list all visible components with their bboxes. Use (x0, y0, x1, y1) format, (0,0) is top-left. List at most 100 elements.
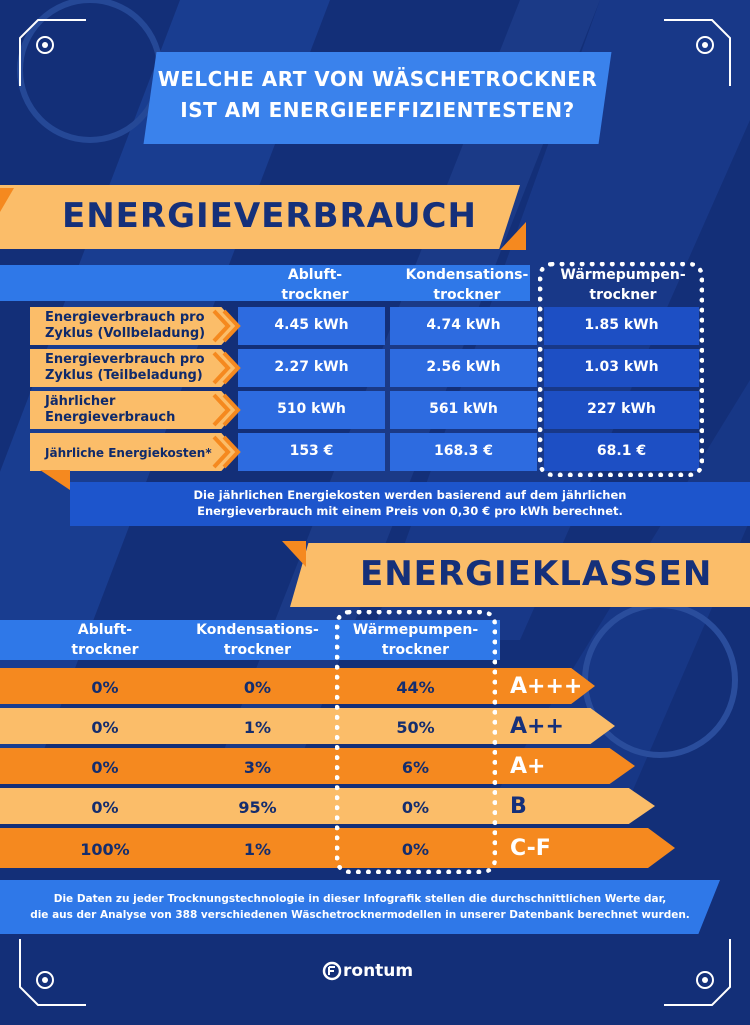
class-value: 0% (91, 798, 119, 817)
class-value: 0% (91, 718, 119, 737)
heatpump-highlight-box (538, 262, 704, 477)
class-value: 44% (396, 678, 435, 697)
energy-value: 4.45 kWh (274, 317, 349, 333)
energy-footnote-box (70, 482, 750, 526)
col-header-line: trockner (381, 642, 450, 658)
footer-note-line: Die Daten zu jeder Trocknungstechnologie… (53, 893, 667, 905)
footer-note-line: die aus der Analyse von 388 verschiedene… (30, 909, 690, 921)
classes-header-strip (0, 620, 500, 660)
class-value: 95% (238, 798, 277, 817)
col-header-line: trockner (71, 642, 139, 658)
col-header-line: Wärmepumpen- (560, 267, 686, 283)
class-value: 0% (401, 840, 430, 859)
energy-col-header-3: Wärmepumpen- trockner (548, 265, 698, 305)
energy-row-label-bg (30, 349, 238, 387)
page-title: WELCHE ART VON WÄSCHETROCKNER IST AM ENE… (150, 64, 605, 126)
energy-row-label-2: Energieverbrauch pro Zyklus (Teilbeladun… (45, 352, 235, 384)
orange-triangle-right (500, 222, 526, 250)
energy-cell (238, 307, 385, 345)
energy-cell-highlight (544, 307, 699, 345)
classes-col-header-1: Abluft- trockner (45, 620, 165, 660)
energy-cell (238, 433, 385, 471)
col-header-line: Abluft- (77, 622, 133, 638)
footnote-line: Die jährlichen Energiekosten werden basi… (193, 488, 627, 502)
classes-col-header-2: Kondensations- trockner (180, 620, 335, 660)
energy-cell (390, 307, 537, 345)
col-header-line: trockner (589, 287, 657, 303)
class-value: 0% (91, 758, 119, 777)
class-bar-2 (0, 708, 615, 744)
chevron-arrows (212, 309, 241, 469)
col-header-line: Kondensations- (196, 622, 319, 638)
energy-footnote: Die jährlichen Energiekosten werden basi… (70, 487, 750, 519)
row-label-line: Jährlicher (45, 394, 116, 409)
energy-value: 1.85 kWh (584, 317, 659, 333)
class-bar-3 (0, 748, 635, 784)
energy-section-title: ENERGIEVERBRAUCH (62, 196, 477, 236)
row-label-line: Zyklus (Teilbeladung) (45, 368, 203, 383)
class-value: 3% (243, 758, 272, 777)
energy-header-strip (0, 265, 530, 301)
energy-cell-highlight (544, 391, 699, 429)
energy-row-label-bg (30, 307, 238, 345)
footer-note-box (0, 880, 720, 934)
energy-value: 2.56 kWh (426, 359, 501, 375)
row-label-line: Energieverbrauch (45, 410, 176, 425)
energy-value: 561 kWh (429, 401, 498, 417)
class-value: 1% (243, 840, 272, 859)
energy-cell (238, 391, 385, 429)
energy-value: 4.74 kWh (426, 317, 501, 333)
classes-title-banner (290, 543, 750, 607)
col-header-line: Abluft- (287, 267, 343, 283)
energy-cell (390, 433, 537, 471)
energy-title-banner (0, 185, 520, 249)
col-header-line: Kondensations- (405, 267, 529, 283)
energy-row-label-3: Jährlicher Energieverbrauch (45, 394, 235, 426)
energy-cell (390, 349, 537, 387)
footnote-line: Energieverbrauch mit einem Preis von 0,3… (197, 504, 623, 518)
energy-value: 168.3 € (434, 443, 493, 459)
title-line-1: WELCHE ART VON WÄSCHETROCKNER (157, 67, 598, 91)
corner-ornament-top-left (19, 19, 86, 86)
class-label: A+++ (510, 674, 583, 699)
class-bar-4 (0, 788, 655, 824)
energy-row-label-1: Energieverbrauch pro Zyklus (Vollbeladun… (45, 310, 235, 342)
title-line-2: IST AM ENERGIEEFFIZIENTESTEN? (180, 98, 575, 122)
energy-cell (390, 391, 537, 429)
class-value: 1% (243, 718, 272, 737)
orange-triangle-footnote (40, 470, 70, 490)
orange-triangle-classes (282, 541, 306, 567)
corner-ornament-bottom-right (664, 939, 731, 1006)
energy-row-label-bg (30, 391, 238, 429)
classes-section-title: ENERGIEKLASSEN (360, 554, 713, 594)
energy-value: 227 kWh (587, 401, 656, 417)
energy-value: 2.27 kWh (274, 359, 349, 375)
class-label: C-F (510, 836, 551, 861)
energy-row-label-4: Jährliche Energiekosten* (45, 445, 235, 461)
orange-triangle-left (0, 188, 14, 212)
energy-value: 510 kWh (277, 401, 346, 417)
col-header-line: Wärmepumpen- (352, 622, 479, 638)
energy-row-label-bg (30, 433, 238, 471)
energy-value: 1.03 kWh (584, 359, 659, 375)
corner-ornament-top-right (664, 19, 731, 86)
class-label: A++ (510, 714, 564, 739)
heatpump-classes-highlight-box (335, 610, 497, 874)
energy-col-header-2: Kondensations- trockner (392, 265, 542, 305)
class-value: 50% (396, 718, 435, 737)
energy-cell (238, 349, 385, 387)
corner-ornament-bottom-left (19, 939, 86, 1006)
class-label: B (510, 794, 527, 819)
class-value: 0% (91, 678, 119, 697)
energy-value: 153 € (289, 443, 334, 459)
class-value: 0% (401, 798, 430, 817)
row-label-line: Zyklus (Vollbeladung) (45, 326, 206, 341)
class-label: A+ (510, 754, 546, 779)
footer-note: Die Daten zu jeder Trocknungstechnologie… (0, 891, 720, 923)
energy-value: 68.1 € (596, 443, 647, 459)
row-label-line: Jährliche Energiekosten* (45, 446, 212, 460)
row-label-line: Energieverbrauch pro (45, 310, 205, 325)
energy-cell-highlight (544, 349, 699, 387)
classes-col-header-3: Wärmepumpen- trockner (338, 620, 493, 660)
